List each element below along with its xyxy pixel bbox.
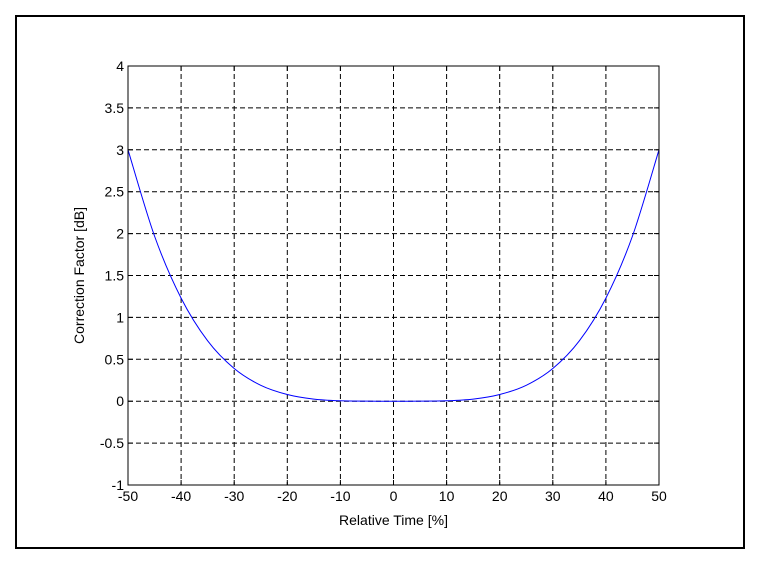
series-line <box>127 149 660 402</box>
tick-labels: -50 -40 -30 -20 -10 0 10 20 30 40 50 -1 -0.5 0 0.5 1 1.5… <box>100 58 667 504</box>
x-tick-label: 50 <box>651 488 667 504</box>
y-tick-label: 0.5 <box>105 351 125 367</box>
x-tick-label: 10 <box>439 488 455 504</box>
y-tick-label: 3 <box>116 142 124 158</box>
x-tick-label: -10 <box>330 488 350 504</box>
y-tick-label: 1 <box>116 309 124 325</box>
figure-frame <box>15 15 745 549</box>
plot-area-border <box>127 65 660 486</box>
y-tick-label: 4 <box>116 58 124 74</box>
x-tick-label: -30 <box>224 488 244 504</box>
x-tick-label: 0 <box>390 488 398 504</box>
x-tick-label: 40 <box>598 488 614 504</box>
y-tick-label: 2 <box>116 226 124 242</box>
y-tick-label: 1.5 <box>105 268 125 284</box>
grid-lines <box>128 66 659 485</box>
y-tick-label: 2.5 <box>105 184 125 200</box>
y-tick-label: -0.5 <box>100 435 124 451</box>
x-tick-label: 20 <box>492 488 508 504</box>
x-tick-label: 30 <box>545 488 561 504</box>
y-tick-label: 3.5 <box>105 100 125 116</box>
x-tick-label: -20 <box>277 488 297 504</box>
x-axis-label: Relative Time [%] <box>339 512 448 528</box>
y-axis-label: Correction Factor [dB] <box>71 207 87 344</box>
y-tick-label: 0 <box>116 393 124 409</box>
x-tick-label: -40 <box>171 488 191 504</box>
y-tick-label: -1 <box>112 477 125 493</box>
x-tick-label: -50 <box>118 488 138 504</box>
